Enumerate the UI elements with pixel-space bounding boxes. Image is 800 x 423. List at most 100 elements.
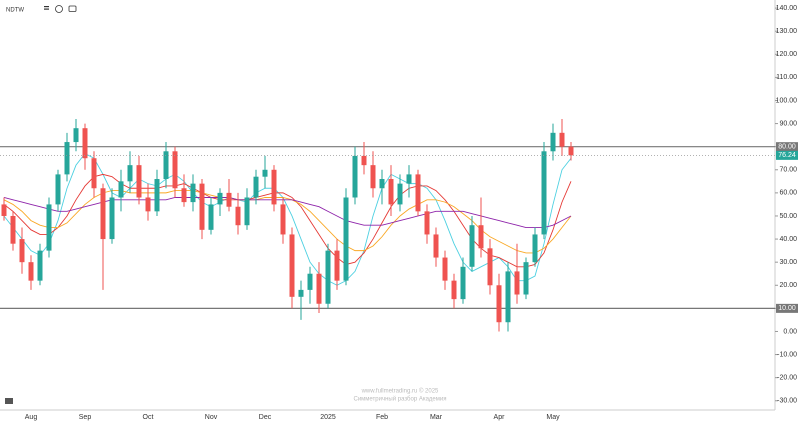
candle-body	[82, 128, 88, 159]
candle-body	[451, 280, 457, 300]
x-tick-label: Apr	[494, 414, 506, 421]
candle-body	[172, 151, 178, 189]
candle-body	[523, 262, 529, 295]
candle-body	[334, 250, 340, 281]
candle-body	[28, 262, 34, 281]
candle-body	[442, 257, 448, 281]
candle-body	[406, 174, 412, 184]
candle-body	[496, 285, 502, 323]
x-tick-label: Dec	[259, 414, 272, 421]
candle-body	[478, 225, 484, 249]
y-tick-label: 70.00	[779, 167, 797, 174]
candle-body	[181, 188, 187, 203]
y-tick-label: 60.00	[779, 190, 797, 197]
candle-body	[397, 183, 403, 205]
candle-body	[163, 151, 169, 180]
candle-body	[361, 155, 367, 166]
y-tick-label: -20.00	[777, 375, 797, 382]
chart-title: NDTW	[6, 8, 24, 14]
moving-average-line	[3, 173, 572, 268]
y-tick-label: 0.00	[783, 328, 797, 335]
candle-body	[307, 273, 313, 290]
level-label: 10.00	[778, 305, 796, 312]
moving-average-line	[3, 153, 572, 286]
candle-body	[1, 204, 7, 216]
candle-body	[325, 250, 331, 304]
candle-body	[550, 132, 556, 152]
y-tick-label: 100.00	[776, 97, 798, 104]
toolbar[interactable]	[44, 5, 77, 13]
candle-body	[541, 151, 547, 235]
y-tick-label: -10.00	[777, 351, 797, 358]
candle-body	[568, 146, 574, 156]
candle-body	[109, 197, 115, 240]
x-tick-label: Sep	[79, 414, 92, 421]
candle-body	[154, 179, 160, 212]
x-tick-label: Oct	[143, 414, 154, 421]
x-tick-label: May	[546, 414, 560, 421]
candle-body	[226, 192, 232, 207]
candle-body	[55, 174, 61, 205]
y-tick-label: 20.00	[779, 282, 797, 289]
candle-body	[424, 211, 430, 235]
candle-body	[91, 158, 97, 189]
y-tick-label: 120.00	[776, 51, 798, 58]
candle-body	[280, 204, 286, 235]
y-tick-label: 130.00	[776, 28, 798, 35]
candle-body	[73, 128, 79, 143]
x-tick-label: Feb	[376, 414, 388, 421]
candle-body	[298, 289, 304, 297]
candle-body	[136, 165, 142, 198]
candle-body	[343, 197, 349, 281]
last-price-box	[776, 150, 798, 160]
candle-body	[208, 204, 214, 230]
candle-body	[244, 197, 250, 226]
candle-body	[271, 169, 277, 205]
candle-body	[532, 234, 538, 263]
moving-average-line	[3, 197, 572, 228]
level-label: 80.00	[778, 144, 796, 151]
candle-body	[10, 215, 16, 244]
candle-body	[487, 248, 493, 286]
watermark: Симметричный разбор Академия	[353, 396, 446, 403]
watermark: www.fullmetrading.ru © 2025	[361, 388, 439, 395]
candle-body	[379, 179, 385, 189]
candle-body	[559, 132, 565, 147]
candle-body	[388, 179, 394, 205]
y-tick-label: 110.00	[776, 74, 797, 81]
candle-body	[64, 142, 70, 175]
level-label-box	[776, 142, 798, 152]
candle-body	[37, 250, 43, 281]
candle-body	[289, 234, 295, 297]
candle-body	[316, 273, 322, 304]
candle-body	[352, 155, 358, 198]
candle-body	[505, 271, 511, 323]
x-tick-label: Aug	[25, 414, 38, 421]
candle-body	[127, 165, 133, 182]
menu-icon[interactable]	[44, 6, 49, 8]
candle-body	[433, 234, 439, 258]
logo	[5, 398, 13, 404]
candle-body	[370, 165, 376, 189]
last-price-label: 76.24	[778, 152, 796, 159]
candle-body	[145, 197, 151, 212]
candle-body	[217, 192, 223, 205]
candle-body	[100, 188, 106, 240]
candle-body	[199, 183, 205, 230]
candle-body	[415, 174, 421, 212]
candle-body	[235, 206, 241, 226]
camera-icon[interactable]	[68, 5, 77, 12]
x-tick-label: 2025	[320, 414, 336, 421]
candle-body	[460, 266, 466, 300]
y-tick-label: 40.00	[779, 236, 797, 243]
candle-body	[253, 176, 259, 198]
info-icon[interactable]	[55, 5, 63, 13]
y-tick-label: 50.00	[779, 213, 797, 220]
moving-average-line	[3, 190, 572, 254]
y-tick-label: -30.00	[777, 398, 797, 405]
candle-body	[118, 181, 124, 198]
y-tick-label: 30.00	[779, 259, 797, 266]
x-tick-label: Mar	[430, 414, 443, 421]
